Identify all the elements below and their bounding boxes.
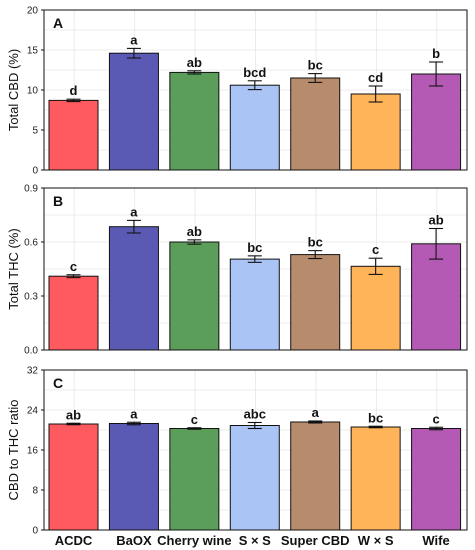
y-tick-label: 24 <box>27 406 39 417</box>
bar-s-s <box>229 84 280 171</box>
y-tick-label: 0.3 <box>24 292 38 303</box>
significance-label: c <box>372 242 379 257</box>
y-tick-label: 0.6 <box>24 238 38 249</box>
x-tick-label: S × S <box>239 533 271 548</box>
y-tick-label: 5 <box>32 126 38 137</box>
x-tick-label: Cherry wine <box>157 533 231 548</box>
panel-label: C <box>53 375 63 391</box>
bar-super-cbd <box>290 421 341 531</box>
y-tick-label: 10 <box>27 86 39 97</box>
y-axis-label: Total CBD (%) <box>6 49 21 131</box>
bar-wife <box>411 428 462 531</box>
y-tick-label: 0.0 <box>24 346 38 357</box>
bar-acdc <box>48 275 99 351</box>
significance-label: cd <box>368 70 383 85</box>
bar-baox <box>108 226 159 351</box>
significance-label: bc <box>247 240 262 255</box>
y-tick-label: 0 <box>32 166 38 177</box>
y-tick-label: 20 <box>27 6 39 17</box>
significance-label: c <box>70 259 77 274</box>
bar-acdc <box>48 99 99 171</box>
x-tick-label: Super CBD <box>281 533 350 548</box>
bar-super-cbd <box>290 77 341 171</box>
chart-panel-a: d a ab bcd bc cd b 0 5 10 15 20 Total CBD (%) A <box>6 6 468 177</box>
y-tick-label: 32 <box>27 366 39 377</box>
significance-label: ab <box>187 224 202 239</box>
y-tick-label: 0 <box>32 526 38 537</box>
bar-wife <box>411 73 462 171</box>
significance-label: c <box>432 411 439 426</box>
y-tick-label: 0.9 <box>24 184 38 195</box>
significance-label: bcd <box>243 65 266 80</box>
significance-label: c <box>191 412 198 427</box>
bar-acdc <box>48 423 99 531</box>
x-tick-label: ACDC <box>55 533 93 548</box>
significance-label: ab <box>428 213 443 228</box>
bar-baox <box>108 423 159 531</box>
bar-w-s <box>350 426 401 531</box>
significance-label: a <box>130 32 138 47</box>
significance-label: a <box>130 204 138 219</box>
bar-s-s <box>229 258 280 351</box>
y-axis-label: Total THC (%) <box>6 228 21 309</box>
significance-label: d <box>70 83 78 98</box>
x-tick-label: W × S <box>358 533 394 548</box>
chart-panel-b: c a ab bc bc c ab 0.0 0.3 0.6 0.9 Total THC (%) B <box>6 184 468 357</box>
y-tick-label: 15 <box>27 46 39 57</box>
significance-label: ab <box>187 55 202 70</box>
significance-label: a <box>312 405 320 420</box>
bar-s-s <box>229 425 280 531</box>
bar-super-cbd <box>290 254 341 351</box>
bar-cherry-wine <box>169 241 220 351</box>
y-axis-label: CBD to THC ratio <box>6 400 21 501</box>
plot-frame <box>43 187 468 351</box>
significance-label: a <box>130 406 138 421</box>
significance-label: bc <box>308 235 323 250</box>
panel-label: A <box>53 15 63 31</box>
y-tick-label: 8 <box>32 486 38 497</box>
bar-w-s <box>350 93 401 171</box>
x-tick-label: Wife <box>422 533 449 548</box>
significance-label: abc <box>244 407 266 422</box>
significance-label: bc <box>368 410 383 425</box>
significance-label: b <box>432 46 440 61</box>
significance-label: bc <box>308 58 323 73</box>
bar-baox <box>108 52 159 171</box>
x-tick-label: BaOX <box>116 533 152 548</box>
significance-label: ab <box>66 407 81 422</box>
bar-w-s <box>350 265 401 351</box>
bar-cherry-wine <box>169 428 220 531</box>
bar-cherry-wine <box>169 71 220 171</box>
bar-wife <box>411 243 462 351</box>
panel-label: B <box>53 193 63 209</box>
y-tick-label: 16 <box>27 446 39 457</box>
